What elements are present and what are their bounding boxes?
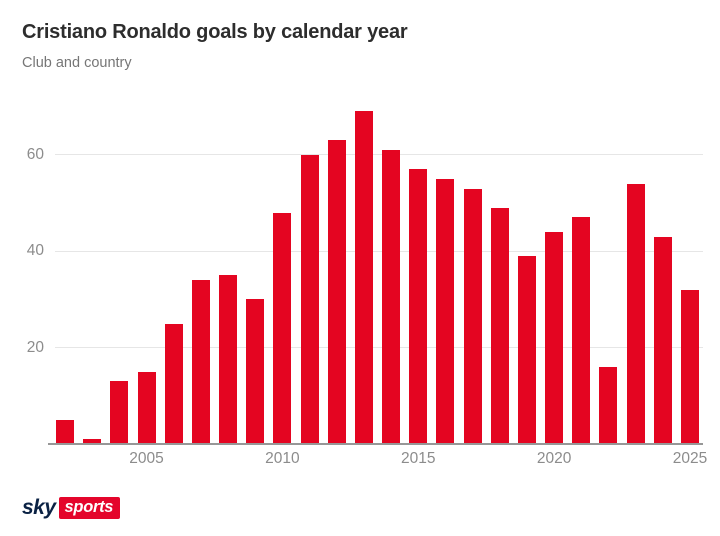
x-tick-label-2005: 2005 xyxy=(129,450,164,467)
bar-2005 xyxy=(137,371,156,444)
bar-2007 xyxy=(191,280,210,444)
bar-2009 xyxy=(246,299,265,444)
bar-2003 xyxy=(83,439,102,444)
gridline-60 xyxy=(55,154,703,156)
bar-2011 xyxy=(300,154,319,444)
bar-2012 xyxy=(327,140,346,444)
y-tick-label-40: 40 xyxy=(26,242,44,260)
y-tick-label-20: 20 xyxy=(26,338,44,356)
chart-subtitle: Club and country xyxy=(22,55,132,71)
bar-2019 xyxy=(517,256,536,444)
bar-2004 xyxy=(110,381,129,444)
x-tick-label-2010: 2010 xyxy=(265,450,300,467)
plot-area xyxy=(48,95,703,445)
bar-2002 xyxy=(56,419,74,444)
bar-2010 xyxy=(273,212,292,444)
gridline-20 xyxy=(55,347,703,349)
bar-2020 xyxy=(545,231,564,444)
x-axis-line xyxy=(48,443,703,445)
bar-2023 xyxy=(626,183,645,444)
y-tick-label-60: 60 xyxy=(26,145,44,163)
x-tick-label-2020: 2020 xyxy=(536,450,572,467)
bar-2013 xyxy=(354,111,373,444)
x-tick-label-2025: 2025 xyxy=(672,450,708,467)
bar-2014 xyxy=(382,149,401,444)
bar-2008 xyxy=(219,275,238,444)
gridline-40 xyxy=(55,250,703,252)
bar-2018 xyxy=(490,207,509,444)
sky-sports-logo: sky sports xyxy=(22,496,121,519)
bar-2006 xyxy=(164,323,183,444)
bar-2022 xyxy=(599,366,618,444)
x-tick-label-2015: 2015 xyxy=(401,450,436,467)
bar-2021 xyxy=(572,217,591,444)
bar-2015 xyxy=(409,169,428,444)
bar-chart: 20 40 60 2005 2010 2015 2020 2025 xyxy=(0,95,720,480)
sky-logo-text: sky xyxy=(22,496,56,519)
bar-2025 xyxy=(680,289,699,444)
bar-series xyxy=(48,95,703,444)
sports-logo-badge: sports xyxy=(58,497,121,519)
bar-2017 xyxy=(463,188,482,444)
bar-2016 xyxy=(436,178,455,444)
chart-title: Cristiano Ronaldo goals by calendar year xyxy=(22,21,408,43)
bar-2024 xyxy=(653,236,672,444)
